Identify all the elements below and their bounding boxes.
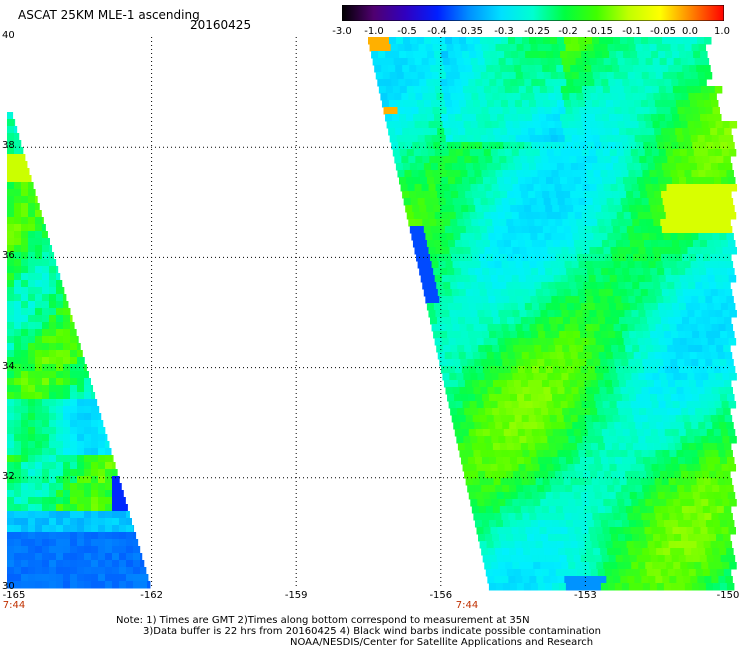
- longitude-label: -162: [140, 590, 163, 601]
- longitude-label: -156: [429, 590, 453, 601]
- longitude-label: -153: [574, 590, 597, 601]
- color-scale-tick-label: -0.3: [494, 26, 514, 37]
- color-scale-tick-label: -3.0: [332, 26, 352, 37]
- longitude-label: -159: [284, 590, 308, 601]
- color-scale-tick-label: -1.0: [364, 26, 384, 37]
- latitude-label: 38: [2, 140, 15, 152]
- swath-cells: [7, 37, 738, 591]
- note-line-2: 3)Data buffer is 22 hrs from 20160425 4)…: [143, 626, 601, 637]
- latitude-label: 30: [2, 581, 15, 592]
- color-scale-tick-label: 0.0: [682, 26, 698, 37]
- note-line-3: NOAA/NESDIS/Center for Satellite Applica…: [290, 637, 594, 648]
- color-scale-gradient: [342, 5, 724, 21]
- color-scale-tick-label: -0.35: [457, 26, 483, 37]
- map-date: 20160425: [190, 18, 252, 32]
- color-scale-ticks: -3.0 -1.0 -0.5 -0.4 -0.35 -0.3 -0.25 -0.2 -0.15-…: [0, 22, 740, 37]
- note-line-1: Note: 1) Times are GMT 2)Times along bot…: [116, 615, 530, 626]
- color-scale-tick-label: 1.0: [714, 26, 730, 37]
- latitude-label: 32: [2, 470, 15, 482]
- latitude-label: 34: [2, 360, 15, 372]
- pass-time-right: 7:44: [455, 600, 479, 611]
- graticule-grid: [7, 37, 730, 588]
- latitude-label: 40: [2, 30, 15, 41]
- color-scale-tick-label: -0.4: [427, 26, 447, 37]
- longitude-label: -165: [2, 590, 26, 601]
- color-scale-tick-label: -0.2: [558, 26, 578, 37]
- longitude-label: -150: [716, 590, 740, 601]
- pass-time-left: 7:44: [2, 600, 26, 611]
- color-scale-tick-label: -0.5: [397, 26, 417, 37]
- color-scale-tick-label: -0.1: [622, 26, 642, 37]
- color-scale-tick-label: -0.15: [587, 26, 613, 37]
- color-scale-tick-label: -0.25: [524, 26, 550, 37]
- color-scale-tick-label: -0.05: [650, 26, 676, 37]
- color-scale-bar: [342, 5, 724, 21]
- map-title: ASCAT 25KM MLE-1 ascending: [18, 8, 200, 22]
- latitude-label: 36: [2, 250, 15, 262]
